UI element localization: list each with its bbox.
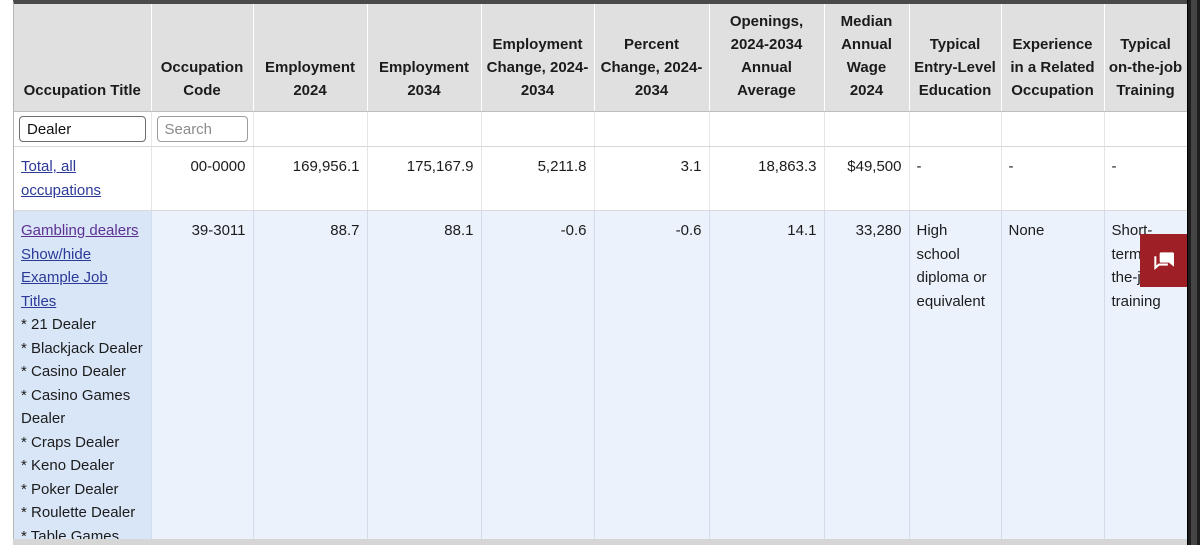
cell-openings: 18,863.3	[709, 146, 825, 211]
filter-cell-empty	[824, 111, 910, 147]
show-hide-job-titles-link[interactable]: Show/hide Example Job Titles	[21, 245, 108, 310]
filter-cell-code	[151, 111, 254, 147]
column-header-median-wage[interactable]: Median Annual Wage 2024	[824, 4, 910, 112]
occupation-projections-table-wrap: Occupation Title Occupation Code Employm…	[13, 0, 1188, 545]
cell-occupation-code: 00-0000	[151, 146, 254, 211]
job-title-item: * Roulette Dealer	[21, 504, 136, 521]
column-header-training[interactable]: Typical on-the-job Training	[1104, 4, 1188, 112]
vertical-scrollbar[interactable]	[1187, 0, 1200, 545]
cell-employment-2034: 175,167.9	[367, 146, 482, 211]
filter-cell-empty	[367, 111, 482, 147]
job-title-item: * Casino Games Dealer	[21, 386, 131, 428]
column-header-openings[interactable]: Openings, 2024-2034 Annual Average	[709, 4, 825, 112]
filter-cell-empty	[1001, 111, 1105, 147]
cell-occupation-code: 39-3011	[151, 210, 254, 545]
chat-bubbles-icon	[1151, 248, 1177, 274]
filter-cell-empty	[594, 111, 710, 147]
job-title-item: * 21 Dealer	[21, 316, 97, 333]
cell-openings: 14.1	[709, 210, 825, 545]
job-title-item: * Poker Dealer	[21, 480, 119, 498]
cell-employment-2024: 169,956.1	[253, 146, 368, 211]
filter-cell-empty	[481, 111, 595, 147]
occupation-title-filter-input[interactable]	[19, 116, 146, 142]
job-title-item: * Casino Dealer	[21, 363, 127, 380]
table-row-total-all-occupations: Total, all occupations 00-0000 169,956.1…	[14, 146, 1188, 211]
cell-employment-2024: 88.7	[253, 210, 368, 545]
filter-cell-empty	[709, 111, 825, 147]
cell-occupation-title: Total, all occupations	[14, 146, 152, 211]
job-title-item: * Keno Dealer	[21, 457, 115, 474]
cell-employment-2034: 88.1	[367, 210, 482, 545]
column-header-occupation-title[interactable]: Occupation Title	[14, 4, 152, 112]
example-job-titles-list: * 21 Dealer * Blackjack Dealer * Casino De…	[21, 313, 144, 545]
filter-cell-empty	[253, 111, 368, 147]
cell-employment-change: 5,211.8	[481, 146, 595, 211]
column-header-occupation-code[interactable]: Occupation Code	[151, 4, 254, 112]
cell-experience: -	[1001, 146, 1105, 211]
column-header-employment-change[interactable]: Employment Change, 2024-2034	[481, 4, 595, 112]
column-header-employment-2034[interactable]: Employment 2034	[367, 4, 482, 112]
column-header-employment-2024[interactable]: Employment 2024	[253, 4, 368, 112]
gambling-dealers-link[interactable]: Gambling dealers	[21, 222, 139, 239]
table-bottom-edge	[13, 539, 1187, 545]
cell-education: High school diploma or equivalent	[909, 210, 1002, 545]
occupation-projections-table: Occupation Title Occupation Code Employm…	[14, 4, 1188, 545]
filter-cell-empty	[1104, 111, 1188, 147]
total-all-occupations-link[interactable]: Total, all occupations	[21, 158, 102, 199]
job-title-item: * Craps Dealer	[21, 433, 120, 451]
filter-cell-title	[14, 111, 152, 147]
column-header-percent-change[interactable]: Percent Change, 2024-2034	[594, 4, 710, 112]
table-row-gambling-dealers: Gambling dealers Show/hide Example Job T…	[14, 210, 1188, 545]
header-row: Occupation Title Occupation Code Employm…	[14, 4, 1188, 112]
scrollbar-thumb[interactable]	[1191, 0, 1197, 545]
cell-percent-change: -0.6	[594, 210, 710, 545]
cell-occupation-title: Gambling dealers Show/hide Example Job T…	[14, 210, 152, 545]
column-header-education[interactable]: Typical Entry-Level Education	[909, 4, 1002, 112]
filter-row	[14, 111, 1188, 147]
cell-median-wage: $49,500	[824, 146, 910, 211]
cell-training: -	[1104, 146, 1188, 211]
cell-experience: None	[1001, 210, 1105, 545]
chat-widget-button[interactable]	[1140, 234, 1188, 287]
cell-percent-change: 3.1	[594, 146, 710, 211]
cell-employment-change: -0.6	[481, 210, 595, 545]
column-header-experience[interactable]: Experience in a Related Occupation	[1001, 4, 1105, 112]
job-title-item: * Blackjack Dealer	[21, 339, 143, 357]
filter-cell-empty	[909, 111, 1002, 147]
occupation-code-filter-input[interactable]	[156, 116, 248, 142]
cell-median-wage: 33,280	[824, 210, 910, 545]
cell-education: -	[909, 146, 1002, 211]
